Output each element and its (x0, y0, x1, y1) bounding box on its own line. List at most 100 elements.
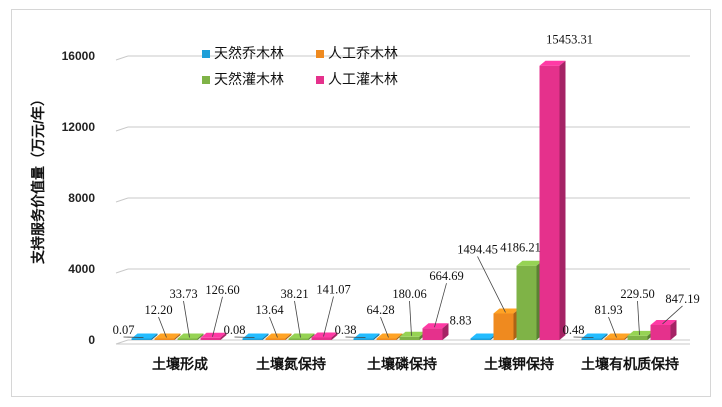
bar-front (516, 265, 537, 340)
data-label: 8.83 (450, 314, 472, 328)
gridline-diag (115, 339, 129, 345)
label-leader (294, 300, 301, 338)
bar (539, 60, 566, 341)
label-leader (234, 336, 255, 338)
bar-front (470, 338, 491, 340)
bar (493, 308, 520, 340)
label-leader (662, 305, 683, 325)
data-label: 4186.21 (500, 241, 541, 255)
bar-front (265, 338, 286, 340)
category-label: 土壤氮保持 (256, 356, 326, 372)
data-labels: 0.07 12.20 33.73 126.60 0.08 13.64 38.21 141.07… (113, 33, 700, 337)
bar (311, 332, 338, 340)
label-leader (608, 316, 617, 338)
y-tick-label: 4000 (68, 262, 95, 276)
bar-top (200, 332, 227, 338)
gridline-diag (115, 126, 129, 132)
y-tick-label: 0 (88, 333, 95, 347)
bar-front (493, 313, 514, 340)
data-label: 664.69 (429, 269, 463, 283)
data-label: 847.19 (665, 292, 699, 306)
label-leader (637, 300, 640, 335)
bar (627, 330, 654, 340)
data-label: 229.50 (620, 287, 654, 301)
bar-front (154, 338, 175, 340)
bar-side (373, 333, 380, 340)
bar-top (376, 333, 403, 339)
legend-label: 天然灌木林 (214, 71, 284, 88)
bar (353, 333, 380, 340)
legend-swatch (316, 76, 324, 84)
legend-swatch (316, 50, 324, 58)
y-tick-label: 8000 (68, 191, 95, 205)
y-tick-label: 12000 (62, 120, 96, 134)
label-leader (123, 336, 144, 338)
bar (288, 333, 315, 340)
bar (242, 333, 269, 340)
bar-top (627, 330, 654, 336)
gridline-diag (115, 268, 129, 274)
category-label: 土壤有机质保持 (581, 356, 679, 372)
bar-side (285, 333, 292, 340)
data-label: 15453.31 (546, 33, 593, 47)
bar (399, 331, 426, 340)
label-leader (380, 316, 389, 338)
data-label: 33.73 (169, 287, 197, 301)
data-label: 141.07 (316, 282, 350, 296)
label-leader (183, 300, 190, 338)
bar-top (265, 333, 292, 339)
bar-side (197, 333, 204, 340)
bar-side (331, 332, 338, 340)
bar-side (601, 333, 608, 340)
bar-front (200, 337, 221, 340)
label-leader-lines (123, 256, 683, 338)
bar-front (242, 338, 263, 340)
bar-side (262, 333, 269, 340)
bar-front (539, 65, 560, 341)
bar-front (353, 338, 374, 340)
label-leader (573, 336, 594, 338)
bar-top (399, 331, 426, 337)
data-label: 126.60 (205, 283, 239, 297)
bar (131, 333, 158, 340)
bar-top (604, 333, 631, 339)
label-leader (269, 316, 278, 338)
gridline-diag (115, 55, 129, 61)
bar (604, 333, 631, 340)
bar-front (422, 328, 443, 340)
label-leader (212, 296, 223, 337)
bar (650, 319, 677, 340)
bars (131, 60, 677, 341)
bar-side (220, 332, 227, 340)
bar-top (493, 308, 520, 314)
bar-top (516, 260, 543, 266)
bar-top (470, 333, 497, 339)
bar (200, 332, 227, 340)
bar (154, 333, 181, 340)
bar-front (288, 338, 309, 340)
bar (422, 323, 449, 340)
bar-side (174, 333, 181, 340)
category-labels: 土壤形成 土壤氮保持 土壤磷保持 土壤钾保持 土壤有机质保持 (152, 356, 679, 372)
bar-top (177, 333, 204, 339)
chart-frame (11, 9, 711, 397)
category-label: 土壤形成 (152, 356, 208, 372)
bar-front (131, 338, 152, 340)
y-tick-label: 16000 (62, 49, 96, 63)
data-label: 0.38 (335, 323, 357, 337)
data-label: 38.21 (280, 287, 308, 301)
label-leader (477, 256, 506, 313)
data-label: 0.07 (113, 323, 135, 337)
legend-swatch (202, 76, 210, 84)
category-label: 土壤钾保持 (484, 356, 554, 372)
bar-side (670, 319, 677, 340)
bar (177, 333, 204, 340)
bar (265, 333, 292, 340)
label-leader (345, 336, 366, 338)
bar-top (650, 319, 677, 325)
gridline-diag (115, 197, 129, 203)
bar-front (399, 336, 420, 340)
bar-front (627, 335, 648, 340)
bar-top (422, 323, 449, 329)
